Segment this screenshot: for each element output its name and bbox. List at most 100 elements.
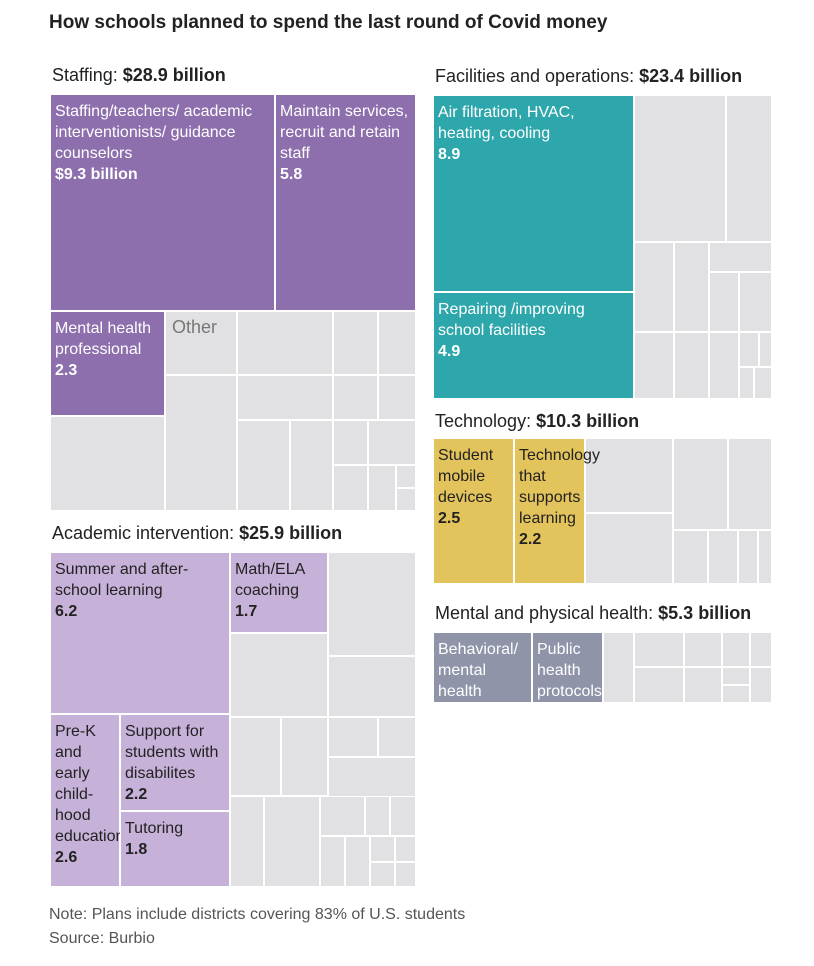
treemap-cell: Mental health professional 2.3 — [50, 311, 165, 416]
treemap-cell: Air filtration, HVAC, heating, cooling 8.… — [433, 95, 634, 292]
cell-label: Support for students with disabilites — [125, 723, 219, 782]
other-cell — [237, 375, 333, 420]
other-label: Other — [172, 317, 218, 337]
cell-label: Tutoring — [125, 820, 184, 837]
cell-value: 6.2 — [55, 603, 78, 620]
cell-label: Math/ELA coaching — [235, 561, 305, 599]
cell-value: 1.8 — [125, 841, 148, 858]
group-header: Facilities and operations: $23.4 billion — [435, 66, 742, 87]
other-cell — [320, 836, 345, 887]
group-name: Facilities and operations: — [435, 66, 635, 86]
other-cell — [634, 332, 674, 399]
cell-value: 1.1 — [537, 704, 560, 721]
other-cell — [264, 796, 320, 887]
other-cell — [230, 633, 328, 717]
other-cell — [237, 420, 290, 511]
other-cell — [739, 272, 772, 332]
treemap-cell: Summer and after-school learning 6.2 — [50, 552, 230, 714]
other-cell — [728, 438, 772, 530]
treemap-cell: Math/ELA coaching 1.7 — [230, 552, 328, 633]
other-cell — [333, 375, 378, 420]
other-cell — [709, 332, 739, 399]
other-cell — [603, 632, 634, 703]
chart-title: How schools planned to spend the last ro… — [49, 12, 608, 33]
other-cell — [230, 717, 281, 796]
other-cell — [165, 311, 237, 375]
other-cell — [708, 530, 738, 584]
cell-value: 2.6 — [55, 849, 78, 866]
group-total: $23.4 billion — [639, 66, 743, 86]
other-cell — [709, 272, 739, 332]
cell-value: $9.3 billion — [55, 166, 138, 183]
cell-label: Staffing/teachers/ academic intervention… — [55, 103, 253, 162]
treemap-cell: Repairing /improving school facilities 4.… — [433, 292, 634, 399]
group-header: Technology: $10.3 billion — [435, 411, 639, 432]
cell-label: Technology that supports learning — [519, 447, 600, 527]
other-cell — [738, 530, 758, 584]
treemap-cell: Public health protocols 1.1 — [532, 632, 603, 721]
cell-value: 2.2 — [519, 531, 542, 548]
cell-value: 2.3 — [55, 362, 78, 379]
other-cell — [395, 836, 416, 862]
group-name: Academic intervention: — [52, 523, 235, 543]
other-cell — [674, 242, 709, 332]
other-cell — [365, 796, 390, 836]
cell-label: Summer and after-school learning — [55, 561, 189, 599]
group-total: $25.9 billion — [239, 523, 343, 543]
cell-label: Maintain services, recruit and retain st… — [280, 103, 409, 162]
other-cell — [739, 367, 754, 399]
other-cell — [759, 332, 772, 367]
other-cell — [390, 796, 416, 836]
other-cell — [673, 530, 708, 584]
other-cell — [684, 632, 722, 667]
other-cell — [50, 416, 165, 511]
treemap-cell: Pre-K and early child-hood education 2.6 — [50, 714, 125, 887]
group-header: Staffing: $28.9 billion — [52, 65, 226, 86]
other-cell — [281, 717, 328, 796]
other-cell — [750, 632, 772, 667]
cell-label: Mental health professional — [55, 320, 152, 358]
cell-value: 5.8 — [280, 166, 303, 183]
other-cell — [758, 530, 772, 584]
other-cell — [634, 242, 674, 332]
other-cell — [345, 836, 370, 887]
group-header: Mental and physical health: $5.3 billion — [435, 603, 751, 624]
other-cell — [634, 95, 726, 242]
group-total: $28.9 billion — [122, 65, 226, 85]
other-cell — [722, 685, 750, 703]
cell-value: 4.9 — [438, 343, 461, 360]
cell-label: Repairing /improving school facilities — [438, 301, 585, 339]
other-cell — [673, 438, 728, 530]
cell-label: Pre-K and early child-hood education — [55, 723, 125, 845]
treemap-cell: Behavioral/ mental health 1.5 — [433, 632, 532, 721]
cell-value: 1.5 — [438, 704, 461, 721]
group-name: Staffing: — [52, 65, 118, 85]
other-cell — [328, 757, 416, 797]
cell-label: Student mobile devices — [438, 447, 494, 506]
group-header: Academic intervention: $25.9 billion — [52, 523, 342, 544]
other-cell — [328, 656, 416, 717]
group-total: $5.3 billion — [658, 603, 752, 623]
other-cell — [370, 862, 395, 887]
other-cell — [230, 796, 264, 887]
cell-value: 2.2 — [125, 786, 148, 803]
note: Note: Plans include districts covering 8… — [49, 906, 466, 923]
cell-value: 8.9 — [438, 146, 461, 163]
other-cell — [333, 420, 368, 465]
other-cell — [634, 632, 684, 667]
other-cell — [237, 311, 333, 375]
cell-label: Behavioral/ mental health — [438, 641, 519, 700]
cell-value: 1.7 — [235, 603, 258, 620]
other-cell — [754, 367, 772, 399]
other-cell — [378, 717, 416, 757]
treemap-cell: Tutoring 1.8 — [120, 811, 230, 887]
other-cell — [585, 513, 673, 584]
other-cell — [396, 465, 416, 488]
other-cell — [378, 375, 416, 420]
treemap-cell: Maintain services, recruit and retain st… — [275, 94, 416, 311]
other-cell — [333, 465, 368, 511]
cell-value: 2.5 — [438, 510, 461, 527]
other-cell — [395, 862, 416, 887]
cell-label: Public health protocols — [537, 641, 602, 700]
other-cell — [368, 420, 416, 465]
